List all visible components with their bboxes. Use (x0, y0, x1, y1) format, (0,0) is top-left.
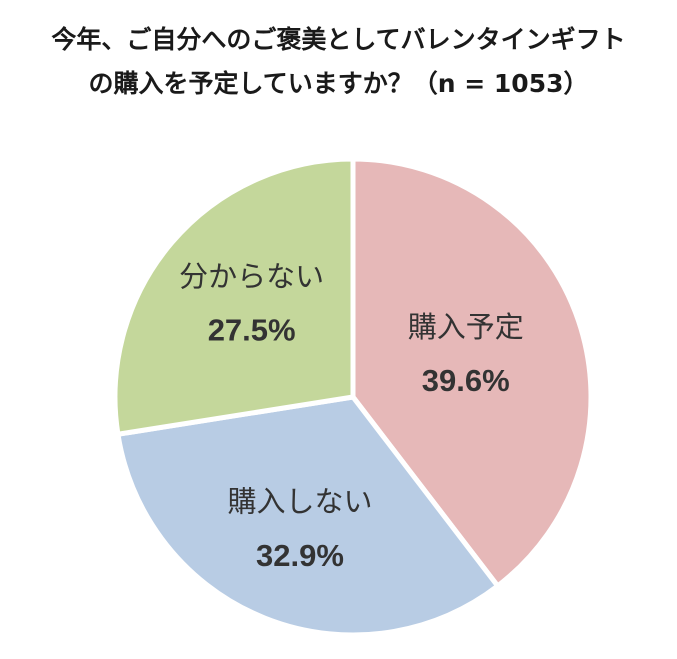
pie-slice-1 (350, 156, 594, 590)
pie-slice-3 (112, 156, 356, 438)
slice-label-name-1: 購入予定 (408, 310, 524, 344)
slice-label-name-3: 分からない (179, 259, 324, 293)
slice-label-value-3: 27.5% (208, 313, 296, 348)
pie-slices (112, 156, 594, 638)
pie-labels: 購入予定 39.6% 購入しない 32.9% 分からない 27.5% (179, 259, 524, 572)
chart-title-line-1: 今年、ご自分へのご褒美としてバレンタインギフト (51, 25, 626, 54)
slice-label-value-2: 32.9% (256, 538, 344, 573)
pie-slice-2 (115, 394, 502, 638)
slice-label-value-1: 39.6% (422, 363, 510, 398)
slice-label-name-2: 購入しない (228, 485, 373, 519)
chart-title-line-2: の購入を予定していますか？（n = 1053） (88, 69, 589, 98)
